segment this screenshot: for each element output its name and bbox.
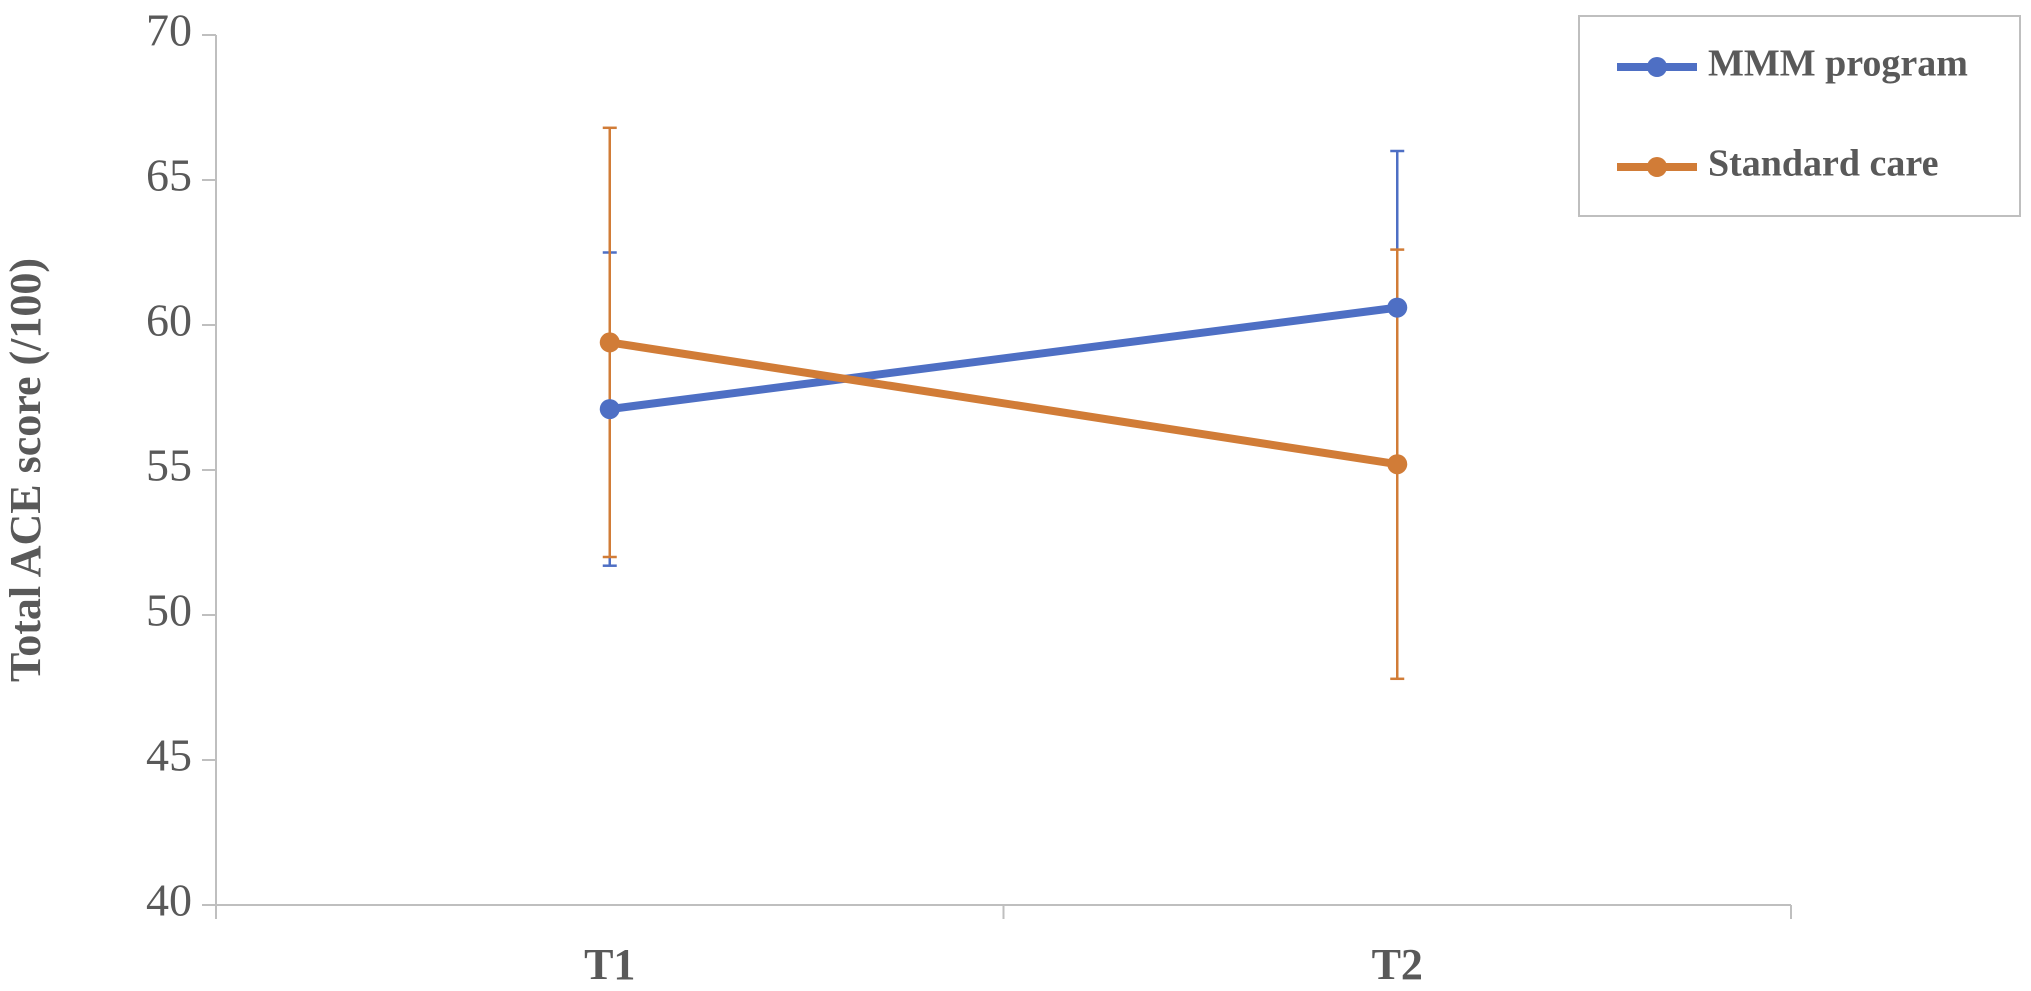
x-tick-label: T1 [584, 940, 635, 989]
y-tick-label: 45 [146, 730, 192, 781]
y-tick-label: 70 [146, 5, 192, 56]
series-line [609, 303, 1398, 414]
y-tick-label: 60 [146, 295, 192, 346]
x-tick-label: T2 [1372, 940, 1423, 989]
y-tick-label: 65 [146, 150, 192, 201]
y-tick-label: 50 [146, 585, 192, 636]
y-tick-label: 55 [146, 440, 192, 491]
point [599, 399, 620, 420]
series-line [609, 338, 1398, 469]
legend-box [1578, 15, 2021, 217]
point [1387, 297, 1408, 318]
y-axis-label: Total ACE score (/100) [1, 258, 50, 682]
legend-label: Standard care [1708, 143, 1938, 185]
legend-label: MMM program [1708, 43, 1968, 85]
point [599, 332, 620, 353]
legend-marker [1647, 57, 1667, 77]
point [1387, 454, 1408, 475]
legend-marker [1647, 157, 1667, 177]
y-tick-label: 40 [146, 875, 192, 926]
